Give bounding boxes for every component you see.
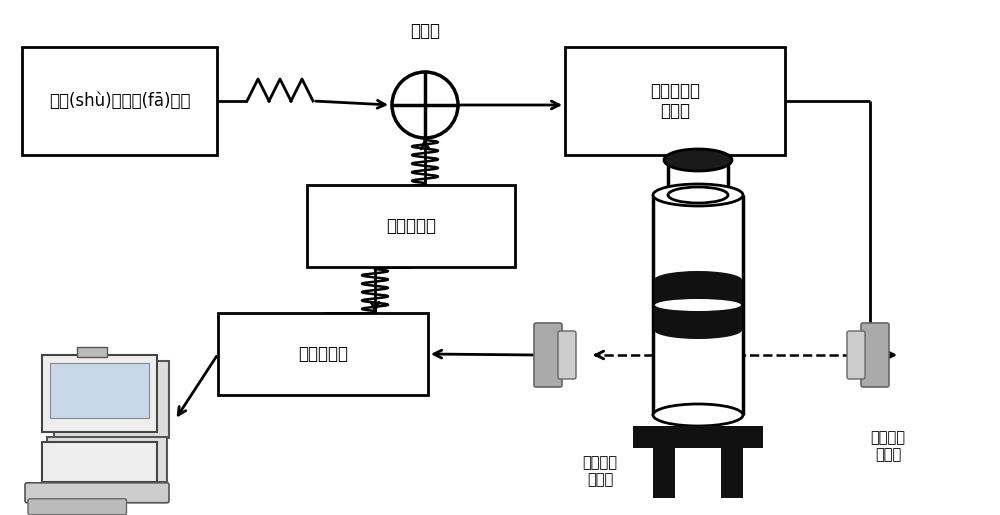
FancyBboxPatch shape [534, 323, 562, 387]
Bar [654, 280, 742, 330]
Text: 鎖相放大器: 鎖相放大器 [298, 345, 348, 363]
Ellipse shape [664, 149, 732, 171]
Ellipse shape [653, 184, 743, 206]
FancyBboxPatch shape [42, 442, 157, 482]
FancyBboxPatch shape [77, 347, 107, 357]
Bar [565, 47, 785, 155]
FancyBboxPatch shape [861, 323, 889, 387]
Ellipse shape [654, 321, 742, 339]
Bar [218, 313, 428, 395]
Bar [633, 426, 763, 448]
Text: 函數(shù)信號發(fā)生器: 函數(shù)信號發(fā)生器 [49, 92, 190, 110]
Text: 加法器: 加法器 [410, 22, 440, 40]
Bar [721, 448, 743, 498]
Bar [653, 448, 675, 498]
Text: 晶體振蕩器: 晶體振蕩器 [386, 217, 436, 235]
Ellipse shape [653, 404, 743, 426]
FancyBboxPatch shape [50, 363, 149, 418]
Text: 激光二極
管組件: 激光二極 管組件 [870, 430, 906, 462]
FancyBboxPatch shape [54, 361, 169, 438]
Ellipse shape [655, 299, 741, 311]
Text: 光電探測
器組件: 光電探測 器組件 [582, 455, 618, 487]
Ellipse shape [654, 271, 742, 289]
FancyBboxPatch shape [847, 331, 865, 379]
FancyBboxPatch shape [47, 437, 167, 482]
FancyBboxPatch shape [558, 331, 576, 379]
Ellipse shape [668, 187, 728, 203]
Bar [307, 185, 515, 267]
Circle shape [392, 72, 458, 138]
FancyBboxPatch shape [25, 483, 169, 503]
Bar [22, 47, 217, 155]
Text: 激光及溫度
控制器: 激光及溫度 控制器 [650, 81, 700, 121]
FancyBboxPatch shape [28, 499, 126, 515]
FancyBboxPatch shape [42, 355, 157, 432]
